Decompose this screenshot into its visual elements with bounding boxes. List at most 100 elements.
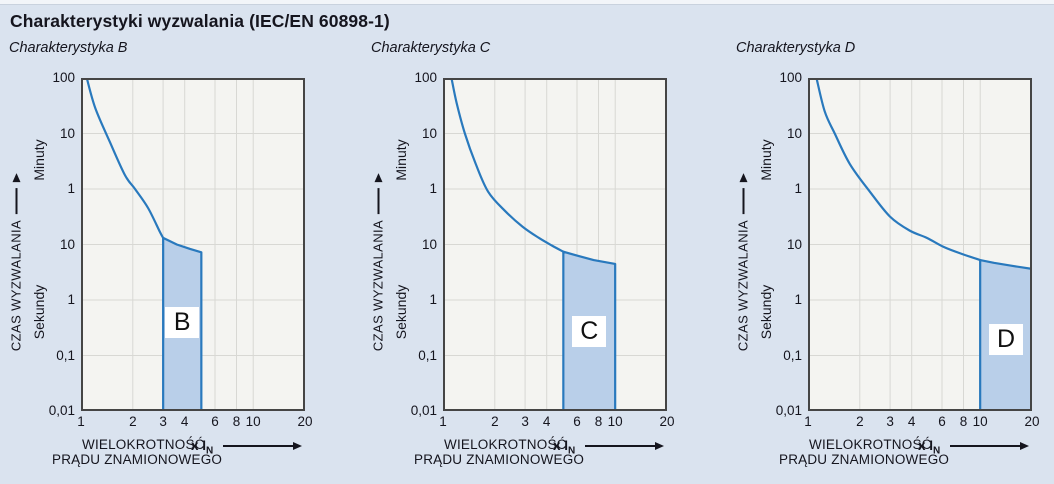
page-title: Charakterystyki wyzwalania (IEC/EN 60898… [10, 11, 390, 31]
right-arrow-line-icon [223, 445, 293, 447]
y-tick-label: 100 [52, 70, 75, 85]
plot-area [443, 78, 667, 411]
y-axis-caption: CZAS WYZWALANIA [8, 172, 24, 352]
x-multiplier-sub: N [568, 445, 576, 457]
x-axis-arrow-icon [585, 442, 664, 450]
y-axis-caption: CZAS WYZWALANIA [735, 172, 751, 352]
y-axis-caption-label: CZAS WYZWALANIA [735, 219, 751, 352]
y-tick-label: 10 [421, 125, 437, 141]
plot-area [81, 78, 305, 411]
grid-lines [808, 78, 1032, 411]
up-arrow-head-icon [12, 172, 20, 182]
x-tick-label: 10 [607, 414, 623, 429]
x-tick-label: 20 [297, 414, 313, 429]
x-axis-caption-line2: PRĄDU ZNAMIONOWEGO [779, 452, 950, 467]
y-tick-label: 1 [67, 292, 75, 307]
y-tick-label: 0,01 [410, 403, 437, 418]
x-tick-label: 4 [542, 414, 551, 429]
y-tick-label: 0,01 [48, 403, 75, 418]
y-tick-label: 0,1 [783, 347, 802, 363]
up-arrow-head-icon [374, 172, 382, 182]
y-axis-caption: CZAS WYZWALANIA [370, 172, 386, 352]
x-tick-label: 10 [245, 414, 261, 429]
y-tick-label: 1 [429, 181, 437, 196]
x-tick-label: 3 [886, 414, 894, 429]
chart-subtitle: Charakterystyka B [9, 40, 128, 56]
plot-border [443, 78, 667, 411]
x-axis-caption-line2: PRĄDU ZNAMIONOWEGO [414, 452, 585, 467]
y-tick-label: 1 [67, 181, 75, 196]
y-tick-label: 10 [786, 125, 802, 141]
x-axis-arrow-icon [223, 442, 302, 450]
y-tick-label: 10 [421, 236, 437, 252]
band-letter: C [572, 315, 607, 347]
top-strip [0, 0, 1054, 5]
right-arrow-head-icon [293, 442, 302, 450]
x-tick-label: 20 [1024, 414, 1040, 429]
y-axis-caption-label: CZAS WYZWALANIA [8, 219, 24, 352]
x-multiplier-label: x IN [553, 438, 575, 457]
x-tick-label: 6 [211, 414, 219, 429]
x-axis-caption-line2: PRĄDU ZNAMIONOWEGO [52, 452, 223, 467]
x-tick-label: 20 [659, 414, 675, 429]
x-tick-label: 10 [972, 414, 988, 429]
y-tick-label: 100 [414, 70, 437, 85]
plot-area [808, 78, 1032, 411]
chart-characteristic-d: Charakterystyka D CZAS WYZWALANIA Minuty… [727, 0, 1054, 484]
plot-canvas [443, 78, 667, 411]
up-arrow-line-icon [377, 187, 379, 214]
y-unit-minutes: Minuty [758, 139, 774, 181]
chart-subtitle: Charakterystyka C [371, 40, 491, 56]
x-multiplier-label: x IN [191, 438, 213, 457]
y-tick-label: 0,1 [56, 347, 75, 363]
x-axis-caption-line1: WIELOKROTNOŚĆ [444, 437, 567, 452]
band-letter: D [989, 323, 1024, 355]
right-arrow-head-icon [1020, 442, 1029, 450]
x-axis-arrow-icon [950, 442, 1029, 450]
x-multiplier-text: x I [918, 438, 934, 453]
x-tick-label: 8 [232, 414, 241, 429]
y-tick-label: 10 [59, 236, 75, 252]
x-multiplier-text: x I [191, 438, 207, 453]
plot-border [808, 78, 1032, 411]
y-tick-label: 1 [794, 181, 802, 196]
trip-curve [85, 78, 165, 239]
x-tick-label: 4 [907, 414, 916, 429]
x-tick-label: 8 [594, 414, 603, 429]
y-axis-caption-label: CZAS WYZWALANIA [370, 219, 386, 352]
x-tick-label: 3 [521, 414, 529, 429]
x-tick-label: 6 [573, 414, 581, 429]
x-tick-label: 1 [77, 414, 85, 429]
y-tick-label: 1 [429, 292, 437, 307]
up-arrow-line-icon [15, 187, 17, 214]
x-multiplier-sub: N [933, 445, 941, 457]
x-axis-caption-line1: WIELOKROTNOŚĆ [809, 437, 932, 452]
x-tick-label: 1 [804, 414, 812, 429]
plot-canvas [81, 78, 305, 411]
plot-canvas [808, 78, 1032, 411]
x-tick-label: 2 [129, 414, 137, 429]
right-arrow-line-icon [585, 445, 655, 447]
y-tick-label: 10 [59, 125, 75, 141]
x-tick-label: 1 [439, 414, 447, 429]
x-tick-label: 4 [180, 414, 189, 429]
x-multiplier-label: x IN [918, 438, 940, 457]
trip-curve [815, 78, 982, 262]
chart-characteristic-c: Charakterystyka C CZAS WYZWALANIA Minuty… [362, 0, 692, 484]
x-tick-label: 2 [856, 414, 864, 429]
x-tick-label: 2 [491, 414, 499, 429]
y-tick-label: 1 [794, 292, 802, 307]
x-axis-caption-line1: WIELOKROTNOŚĆ [82, 437, 205, 452]
y-tick-label: 0,1 [418, 347, 437, 363]
y-unit-minutes: Minuty [393, 139, 409, 181]
x-tick-label: 6 [938, 414, 946, 429]
trip-curve [450, 78, 565, 253]
y-tick-label: 0,01 [775, 403, 802, 418]
y-unit-minutes: Minuty [31, 139, 47, 181]
x-tick-label: 3 [159, 414, 167, 429]
x-tick-label: 8 [959, 414, 968, 429]
y-tick-label: 10 [786, 236, 802, 252]
x-multiplier-text: x I [553, 438, 569, 453]
up-arrow-head-icon [739, 172, 747, 182]
y-tick-label: 100 [779, 70, 802, 85]
